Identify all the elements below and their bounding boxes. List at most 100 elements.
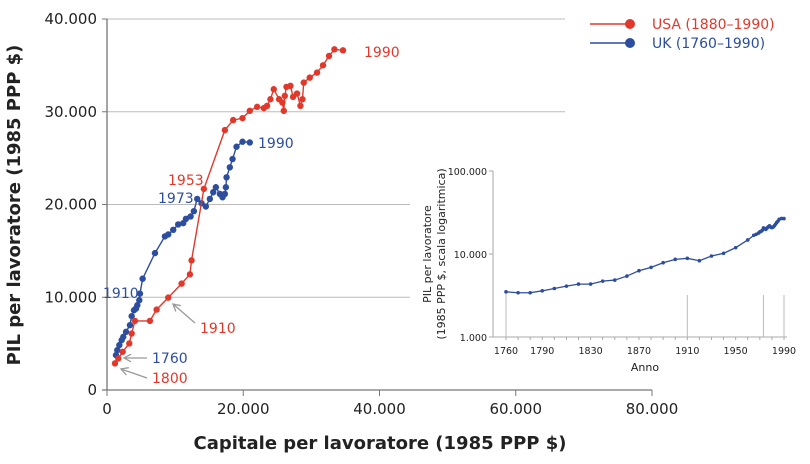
usa-point: [325, 52, 333, 60]
inset-y-tick-label: 10.000: [454, 250, 487, 261]
uk-point: [187, 213, 194, 220]
usa-point: [246, 107, 253, 115]
usa-point: [313, 69, 321, 76]
x-tick-label: 0: [102, 400, 112, 418]
inset-uk-point: [637, 268, 641, 273]
legend-label: USA (1880–1990): [652, 17, 775, 33]
uk-point: [223, 174, 230, 181]
inset-x-tick-label: 1790: [530, 346, 554, 357]
x-tick-label: 40.000: [353, 400, 406, 418]
usa-point: [300, 79, 307, 86]
inset-uk-point: [697, 258, 702, 263]
x-tick-label: 20.000: [217, 400, 270, 418]
uk-point: [136, 297, 143, 304]
inset-uk-point: [516, 290, 520, 295]
annotation-label: 1953: [168, 173, 204, 189]
uk-point: [193, 195, 201, 203]
inset-y-axis-title-2: (1985 PPP $, scala logaritmica): [435, 168, 448, 339]
annotation-label: 1910: [103, 286, 139, 302]
inset-x-tick-label: 1760: [494, 346, 518, 357]
annotation-arrow: [120, 368, 148, 379]
legend-swatch-dot: [625, 19, 635, 29]
usa-point: [253, 103, 261, 111]
uk-point: [233, 143, 240, 150]
usa-point: [200, 185, 208, 193]
y-tick-label: 0: [87, 381, 97, 399]
usa-point: [281, 92, 289, 100]
legend: USA (1880–1990) UK (1760–1990): [590, 17, 775, 52]
annotation-label: 1990: [364, 45, 400, 61]
uk-point: [136, 290, 144, 297]
usa-point: [339, 47, 347, 54]
usa-point: [306, 74, 313, 81]
arrow-head-icon: [119, 367, 129, 376]
usa-point: [115, 355, 122, 362]
series-layer: [111, 46, 347, 367]
y-tick-label: 40.000: [45, 10, 98, 28]
inset-uk-point: [661, 260, 665, 265]
uk-point: [190, 207, 198, 215]
uk-point: [122, 328, 130, 336]
uk-point: [174, 221, 182, 228]
uk-point: [165, 231, 172, 238]
usa-point: [229, 116, 237, 124]
usa-point: [239, 114, 246, 122]
inset-x-tick-label: 1950: [724, 346, 748, 357]
annotation-label: 1990: [258, 136, 294, 152]
arrow-head-icon: [171, 303, 181, 312]
usa-point: [299, 96, 306, 103]
inset-x-axis-title: Anno: [631, 361, 659, 374]
inset-uk-point: [576, 282, 581, 286]
usa-point: [131, 317, 139, 325]
inset-uk-point: [649, 265, 653, 270]
inset-x-tick-label: 1870: [627, 346, 651, 357]
inset-uk-point: [552, 286, 557, 291]
inset-uk-point: [564, 284, 569, 288]
uk-point: [116, 341, 123, 349]
uk-point: [139, 275, 146, 282]
annotation-label: 1973: [158, 191, 194, 207]
inset-chart: 1.000 10.000 100.000 1760 1790 1830 1870 1910 19…: [410, 160, 810, 385]
uk-point: [210, 189, 217, 196]
arrow-head-icon: [122, 353, 132, 363]
uk-point: [170, 226, 177, 234]
y-tick-label: 20.000: [45, 196, 98, 214]
inset-uk-point: [745, 238, 750, 242]
x-tick-label: 60.000: [490, 400, 543, 418]
legend-swatch-dot: [625, 38, 635, 48]
inset-uk-point: [540, 289, 545, 293]
usa-point: [331, 46, 338, 53]
uk-point: [202, 203, 210, 210]
uk-point: [221, 190, 229, 198]
uk-point: [126, 321, 134, 329]
axes: 0 10.000 20.000 30.000 40.000 0 20.000 40.000 60…: [4, 10, 678, 454]
usa-point: [293, 90, 301, 97]
inset-x-tick-label: 1910: [675, 346, 699, 357]
x-tick-label: 80.000: [626, 400, 679, 418]
usa-point: [287, 82, 294, 90]
uk-point: [120, 333, 127, 341]
inset-uk-point: [600, 279, 605, 283]
inset-y-axis-title: PIL per lavoratore: [421, 205, 434, 303]
usa-point: [146, 317, 154, 325]
uk-point: [229, 155, 236, 163]
usa-point: [267, 96, 274, 103]
uk-point: [206, 195, 214, 203]
usa-point: [280, 107, 287, 115]
usa-point: [188, 257, 195, 264]
annotation-label: 1760: [152, 351, 188, 367]
usa-point: [178, 280, 185, 287]
inset-uk-point: [588, 282, 593, 286]
y-tick-label: 30.000: [45, 103, 98, 121]
inset-y-tick-label: 1.000: [460, 333, 487, 344]
inset-uk-point: [721, 251, 726, 256]
inset-uk-point: [782, 216, 786, 221]
usa-line: [114, 48, 344, 364]
inset-uk-point: [528, 290, 532, 295]
uk-point: [246, 139, 253, 146]
inset-uk-point: [733, 245, 738, 250]
x-axis-title: Capitale per lavoratore (1985 PPP $): [194, 433, 567, 454]
inset-y-tick-label: 100.000: [448, 167, 487, 178]
usa-point: [128, 330, 135, 337]
